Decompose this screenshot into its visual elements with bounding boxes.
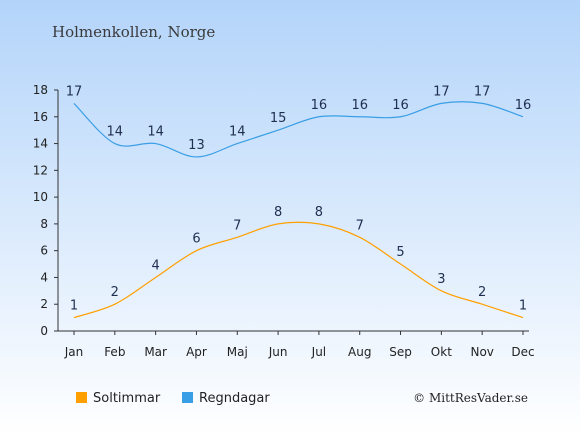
x-tick-label: Jun <box>268 345 288 359</box>
x-tick-label: Mar <box>144 345 167 359</box>
data-label: 6 <box>192 232 200 247</box>
series-line-1 <box>73 101 524 158</box>
data-label: 17 <box>433 84 450 99</box>
data-label: 13 <box>188 138 205 153</box>
x-tick-label: Jan <box>64 345 84 359</box>
credit-text: © MittResVader.se <box>413 391 528 405</box>
data-label: 15 <box>270 111 287 126</box>
x-tick-label: Okt <box>431 345 452 359</box>
y-tick-label: 16 <box>33 110 48 124</box>
y-tick-label: 14 <box>33 137 48 151</box>
data-label: 5 <box>396 245 404 260</box>
y-tick-label: 10 <box>33 190 48 204</box>
legend-swatch <box>182 392 193 403</box>
data-label: 16 <box>515 98 532 113</box>
legend-label: Regndagar <box>199 391 270 406</box>
data-label: 8 <box>274 205 282 220</box>
x-tick-label: Nov <box>470 345 493 359</box>
data-label: 16 <box>311 98 328 113</box>
x-tick-label: Aug <box>348 345 371 359</box>
data-label: 4 <box>151 258 159 273</box>
x-tick-label: Sep <box>389 345 412 359</box>
data-label: 7 <box>356 218 364 233</box>
y-tick-label: 4 <box>40 270 48 284</box>
legend-swatch <box>76 392 87 403</box>
y-tick-label: 8 <box>40 217 48 231</box>
data-label: 17 <box>474 84 491 99</box>
data-label: 2 <box>111 285 119 300</box>
data-label: 2 <box>478 285 486 300</box>
data-label: 14 <box>107 125 124 140</box>
data-label: 3 <box>437 272 445 287</box>
chart-title: Holmenkollen, Norge <box>52 23 215 41</box>
x-tick-label: Apr <box>186 345 207 359</box>
x-tick-label: Jul <box>311 345 326 359</box>
data-label: 16 <box>392 98 409 113</box>
y-tick-label: 2 <box>40 297 48 311</box>
data-label: 14 <box>229 125 246 140</box>
data-label: 16 <box>351 98 368 113</box>
data-label: 17 <box>66 84 83 99</box>
series-line-0 <box>73 221 524 319</box>
data-label: 14 <box>147 125 164 140</box>
data-label: 8 <box>315 205 323 220</box>
y-tick-label: 0 <box>40 324 48 338</box>
y-tick-label: 18 <box>33 83 48 97</box>
x-tick-label: Feb <box>104 345 125 359</box>
y-tick-label: 6 <box>40 244 48 258</box>
y-tick-label: 12 <box>33 163 48 177</box>
x-tick-label: Maj <box>227 345 248 359</box>
data-label: 1 <box>519 299 527 314</box>
data-label: 7 <box>233 218 241 233</box>
legend-label: Soltimmar <box>93 391 161 406</box>
data-label: 1 <box>70 299 78 314</box>
x-tick-label: Dec <box>511 345 534 359</box>
